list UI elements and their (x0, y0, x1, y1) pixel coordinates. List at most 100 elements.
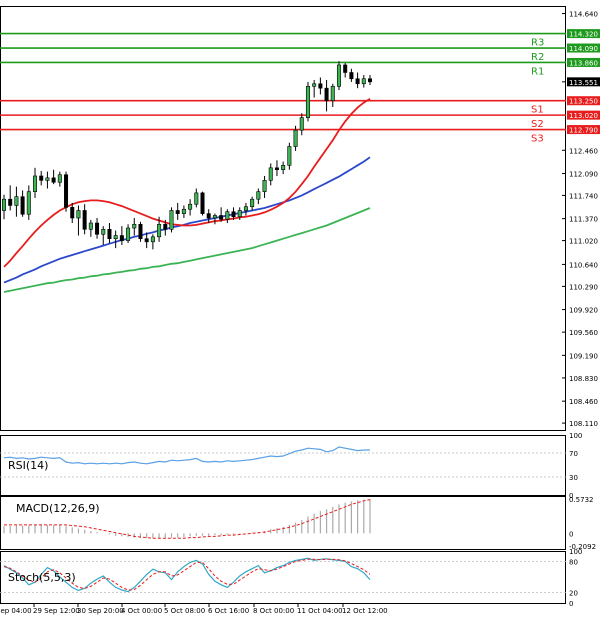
candle-down (119, 235, 124, 241)
rsi-line (3, 446, 370, 465)
level-label-s1: S1 (531, 105, 544, 116)
macd-signal-line (4, 499, 371, 539)
level-price-tag-r3 (567, 29, 600, 39)
level-price-tag-s3 (567, 125, 600, 135)
level-price-tag-text: 113.250 (569, 98, 598, 106)
stoch-label: Stoch(5,5,3) (8, 571, 76, 584)
candle-down (219, 215, 224, 220)
price-axis-tick-label: 109.190 (569, 352, 598, 360)
candle-up (150, 236, 155, 243)
macd-axis-tick-label: 0 (569, 530, 573, 538)
stoch-d-line (3, 558, 371, 591)
candle-up (305, 85, 310, 118)
candle-up (188, 203, 193, 210)
candle-down (274, 167, 279, 171)
candle-up (330, 85, 335, 102)
candle-up (361, 78, 366, 85)
candle-down (355, 78, 360, 85)
candle-up (76, 210, 81, 219)
macd-axis-tick-label: -0.2092 (569, 543, 596, 551)
rsi-axis-tick-label: 0 (569, 492, 573, 500)
price-axis-tick-label: 112.460 (569, 147, 598, 155)
candle-down (200, 192, 205, 214)
candle-up (181, 208, 186, 214)
candle-down (70, 207, 75, 219)
candle-down (343, 64, 348, 73)
candle-down (82, 210, 87, 230)
price-axis-tick-label: 108.110 (569, 420, 598, 428)
candle-up (169, 210, 174, 230)
candle-down (107, 228, 112, 239)
level-price-tag-s1 (567, 96, 600, 106)
level-price-tag-r2 (567, 43, 600, 53)
candle-up (243, 206, 248, 211)
candle-up (126, 227, 131, 241)
candle-up (281, 165, 286, 171)
level-price-tag-r1 (567, 57, 600, 67)
price-axis-tick-label: 108.460 (569, 398, 598, 406)
rsi-axis-tick-label: 70 (569, 450, 578, 458)
main-panel-frame (0, 6, 566, 431)
stoch-axis-tick-label: 0 (569, 600, 573, 608)
candle-up (88, 222, 93, 230)
candle-up (113, 235, 118, 239)
rsi-label: RSI(14) (8, 459, 48, 472)
candle-up (101, 228, 106, 235)
candle-up (157, 223, 162, 238)
time-axis-tick-label: Sep 04:00 (0, 607, 32, 615)
level-price-tag-text: 114.320 (569, 31, 598, 39)
macd-axis-tick-label: 0.5732 (569, 496, 594, 504)
time-axis-tick-label: 30 Sep 20:00 (77, 607, 124, 615)
level-label-s2: S2 (531, 119, 544, 130)
candle-up (299, 117, 304, 131)
level-label-s3: S3 (531, 134, 544, 145)
price-axis-tick-label: 109.560 (569, 329, 598, 337)
level-price-tag-text: 113.860 (569, 59, 598, 67)
time-axis-tick-label: 8 Oct 00:00 (253, 607, 294, 615)
level-label-r3: R3 (531, 38, 544, 49)
stoch-panel-frame (0, 551, 566, 604)
candle-up (132, 223, 137, 229)
price-axis-tick-label: 108.830 (569, 375, 598, 383)
candle-down (144, 238, 149, 243)
candle-up (45, 177, 50, 181)
stoch-axis-tick-label: 80 (569, 558, 578, 566)
candle-up (14, 196, 19, 206)
stoch-axis-tick-label: 100 (569, 548, 582, 556)
price-axis-tick-label: 111.370 (569, 216, 598, 224)
rsi-panel-frame (0, 435, 566, 496)
candle-up (293, 129, 298, 147)
price-axis-tick-label: 114.640 (569, 11, 598, 19)
moving-average-red (3, 98, 371, 268)
current-price-tag-text: 113.551 (569, 79, 598, 87)
candle-down (206, 213, 211, 219)
candle-down (20, 196, 25, 215)
candle-up (256, 191, 261, 200)
price-axis-tick-label: 111.740 (569, 192, 598, 200)
macd-panel-frame (0, 496, 566, 550)
time-axis-tick-label: 5 Oct 08:00 (164, 607, 205, 615)
level-price-tag-text: 114.090 (569, 45, 598, 53)
time-axis-tick-label: 11 Oct 04:00 (297, 607, 343, 615)
time-axis-tick-label: 6 Oct 16:00 (208, 607, 249, 615)
candle-up (33, 175, 38, 192)
moving-average-green (3, 207, 371, 293)
candle-down (175, 210, 180, 214)
moving-average-blue (3, 156, 371, 284)
time-axis-tick-label: 29 Sep 12:00 (33, 607, 80, 615)
candle-down (138, 223, 143, 239)
candle-up (268, 167, 273, 181)
candle-up (225, 211, 230, 220)
candle-down (367, 78, 372, 83)
price-axis-tick-label: 112.090 (569, 170, 598, 178)
candle-up (312, 83, 317, 87)
price-axis-tick-label: 111.020 (569, 238, 598, 246)
candle-up (1, 198, 7, 211)
candle-up (237, 210, 242, 218)
rsi-axis-tick-label: 100 (569, 432, 582, 440)
candle-down (231, 211, 236, 218)
level-price-tag-text: 112.790 (569, 127, 598, 135)
time-axis-tick-label: 4 Oct 00:00 (121, 607, 162, 615)
stoch-axis-tick-label: 20 (569, 590, 578, 598)
